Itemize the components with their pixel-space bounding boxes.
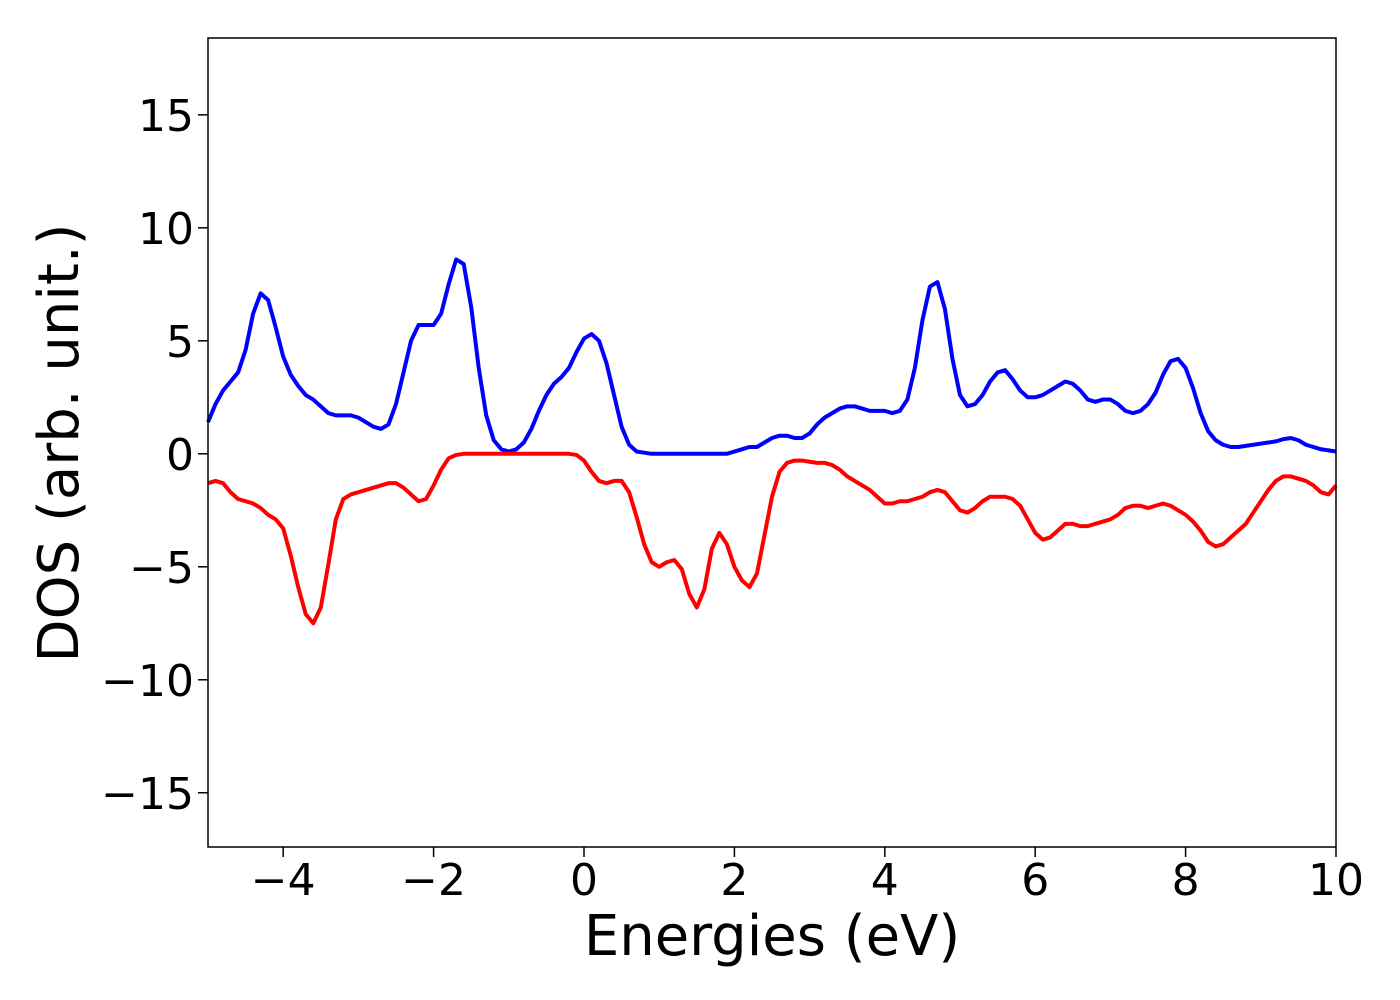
x-tick-label: −2	[401, 855, 466, 906]
line-series	[206, 257, 1337, 456]
x-tick-label: 2	[720, 855, 748, 906]
x-tick-label: −4	[251, 855, 316, 906]
x-tick-label: 0	[570, 855, 598, 906]
x-tick-label: 10	[1308, 855, 1364, 906]
x-tick-label: 4	[871, 855, 899, 906]
y-tick-label: 15	[138, 91, 194, 142]
line-series	[207, 451, 1338, 626]
y-axis-label: DOS (arb. unit.)	[27, 223, 92, 662]
y-tick-label: −5	[129, 543, 194, 594]
y-tick-label: 5	[166, 317, 194, 368]
y-tick-label: −15	[101, 769, 194, 820]
plot-frame	[207, 37, 1337, 848]
x-tick-label: 8	[1172, 855, 1200, 906]
x-axis-label: Energies (eV)	[584, 904, 960, 969]
x-tick-label: 6	[1021, 855, 1049, 906]
y-tick-label: 10	[138, 204, 194, 255]
y-tick-label: 0	[166, 430, 194, 481]
y-tick-label: −10	[101, 656, 194, 707]
